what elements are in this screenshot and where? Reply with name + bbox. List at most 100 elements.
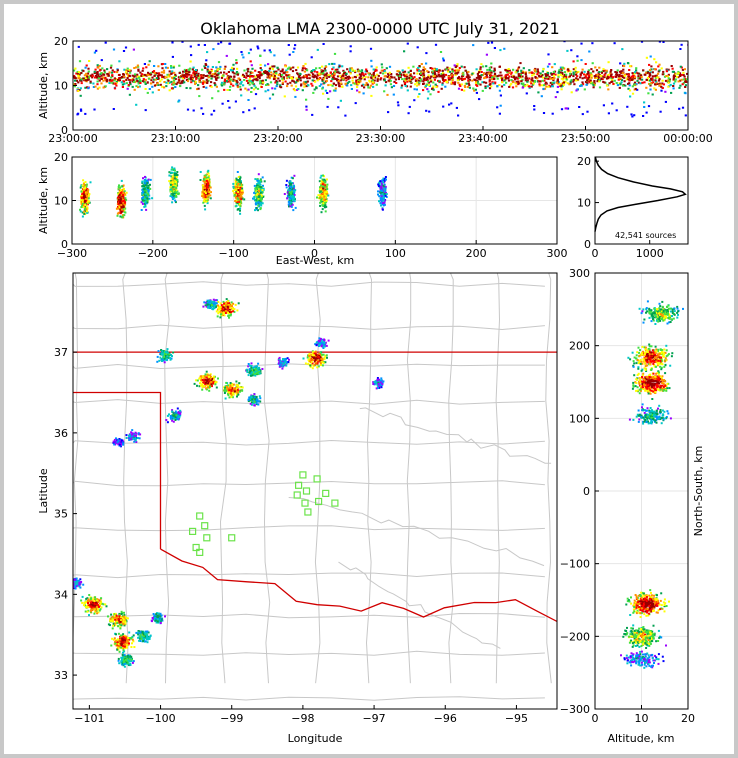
altitude-time-source <box>580 84 583 87</box>
altitude-time-source <box>216 68 219 71</box>
altitude-time-source <box>396 101 400 104</box>
altitude-time-source <box>318 76 321 79</box>
altitude-time-source <box>463 84 466 87</box>
altitude-time-source <box>479 83 482 86</box>
altitude-time-source <box>640 76 643 78</box>
altitude-time-source <box>684 84 687 87</box>
altitude-time-source <box>274 81 277 84</box>
eastwest-source <box>294 206 297 209</box>
eastwest-source <box>257 197 260 200</box>
altitude-time-source <box>255 74 259 77</box>
altitude-time-source <box>334 70 337 73</box>
altitude-time-source <box>228 42 232 45</box>
eastwest-source <box>241 183 244 186</box>
altitude-time-source <box>204 75 207 77</box>
altitude-time-source <box>649 83 652 86</box>
altitude-time-source <box>500 85 504 88</box>
altitude-time-source <box>587 70 590 73</box>
altitude-time-source <box>202 112 205 115</box>
eastwest-source <box>378 184 381 186</box>
altitude-time-source <box>437 69 440 72</box>
altitude-time-source <box>635 83 638 86</box>
altitude-time-source <box>667 85 670 88</box>
altitude-time-source <box>453 64 456 67</box>
eastwest-source <box>384 191 387 194</box>
eastwest-source <box>124 211 127 214</box>
altitude-time-source <box>557 71 560 74</box>
altitude-time-source <box>271 87 274 90</box>
altitude-time-source <box>450 102 453 105</box>
altitude-time-source <box>288 66 291 69</box>
altitude-time-source <box>419 80 422 82</box>
altitude-time-source <box>103 71 106 74</box>
altitude-time-source <box>195 70 198 73</box>
altitude-time-source <box>293 89 296 92</box>
altitude-time-source <box>337 81 340 84</box>
altitude-time-source <box>333 62 336 65</box>
altitude-time-source <box>306 80 309 83</box>
altitude-time-source <box>429 67 432 69</box>
eastwest-source <box>122 196 125 199</box>
altitude-time-source <box>239 88 242 91</box>
eastwest-source <box>325 185 328 188</box>
eastwest-source <box>255 208 258 211</box>
altitude-time-source <box>660 85 663 88</box>
altitude-time-source <box>441 69 444 72</box>
eastwest-source <box>237 183 240 186</box>
altitude-time-source <box>551 78 554 80</box>
eastwest-source <box>84 203 87 206</box>
altitude-time-source <box>111 74 114 77</box>
altitude-time-source <box>335 78 339 81</box>
altitude-time-source <box>385 67 388 70</box>
altitude-time-source <box>242 56 245 59</box>
eastwest-source <box>119 197 122 200</box>
eastwest-source <box>292 187 295 190</box>
eastwest-source <box>383 200 386 203</box>
altitude-time-source <box>80 79 83 82</box>
altitude-time-source <box>430 79 433 82</box>
altitude-time-source <box>205 59 208 62</box>
altitude-time-source <box>223 81 226 84</box>
altitude-time-source <box>403 75 406 78</box>
altitude-time-source <box>214 70 217 73</box>
altitude-time-ylabel: Altitude, km <box>37 52 50 119</box>
eastwest-source <box>141 180 144 183</box>
time-axis-tick-label: 23:30:00 <box>356 132 405 145</box>
altitude-axis-tick-label: 10 <box>54 80 68 93</box>
altitude-time-source <box>256 87 260 90</box>
eastwest-source <box>142 191 145 194</box>
altitude-time-source <box>288 76 291 79</box>
lightning-source <box>217 301 220 303</box>
altitude-time-source <box>647 105 651 108</box>
altitude-time-source <box>658 78 661 81</box>
altitude-time-source <box>159 83 162 86</box>
altitude-time-source <box>386 93 389 96</box>
altitude-time-source <box>415 84 419 87</box>
altitude-time-source <box>164 63 167 65</box>
altitude-time-source <box>658 82 661 85</box>
eastwest-source <box>293 174 296 177</box>
lightning-source <box>227 314 230 317</box>
river-line <box>338 561 501 649</box>
altitude-time-source <box>167 79 170 82</box>
altitude-time-source <box>76 113 79 116</box>
eastwest-source <box>173 172 176 175</box>
eastwest-source <box>288 194 291 196</box>
eastwest-source <box>290 205 293 208</box>
altitude-time-source <box>451 68 454 71</box>
altitude-time-source <box>572 71 575 74</box>
eastwest-source <box>207 169 210 172</box>
altitude-time-source <box>491 78 494 81</box>
eastwest-source <box>385 196 388 198</box>
altitude-time-source <box>388 71 391 74</box>
altitude-time-source <box>387 72 390 75</box>
altitude-time-source <box>415 81 418 84</box>
altitude-time-source <box>299 73 302 76</box>
altitude-time-source <box>191 79 194 82</box>
altitude-time-source <box>536 68 539 71</box>
altitude-time-source <box>592 86 595 89</box>
altitude-time-source <box>139 71 142 74</box>
altitude-time-source <box>79 94 82 97</box>
altitude-time-source <box>379 78 382 81</box>
altitude-time-source <box>280 75 283 78</box>
